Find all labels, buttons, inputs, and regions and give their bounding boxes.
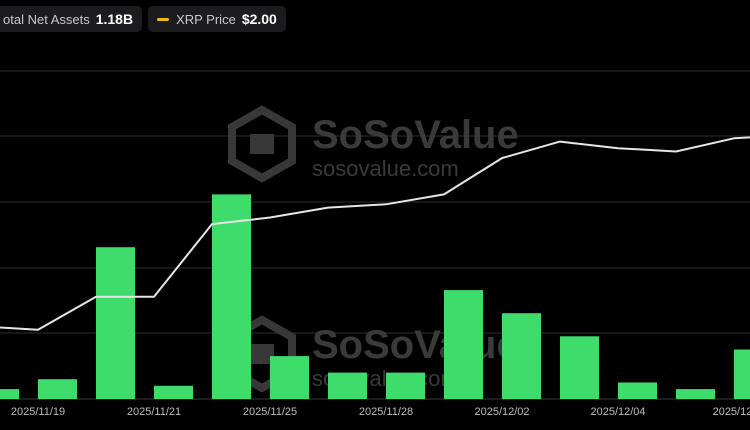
x-axis-ticks: 2025/11/19 2025/11/21 2025/11/25 2025/11/28… bbox=[11, 406, 750, 418]
watermarks: SoSoValuesosovalue.comSoSoValuesosovalue… bbox=[228, 105, 519, 393]
x-tick-label: 2025/11/19 bbox=[11, 406, 65, 418]
price-line-series bbox=[0, 136, 750, 331]
x-tick-label: 2025/11/25 bbox=[243, 406, 297, 418]
price-line bbox=[0, 136, 750, 331]
bar bbox=[444, 290, 483, 399]
watermark-brand: SoSoValue bbox=[312, 323, 519, 367]
total-net-assets-label: otal Net Assets bbox=[3, 11, 90, 27]
xrp-price-label: XRP Price bbox=[176, 11, 236, 27]
legend: otal Net Assets 1.18B XRP Price $2.00 bbox=[0, 6, 286, 32]
bar bbox=[502, 313, 541, 399]
x-tick-label: 2025/12/04 bbox=[590, 406, 645, 418]
bar bbox=[734, 349, 750, 399]
watermark-url: sosovalue.com bbox=[312, 156, 459, 181]
x-tick-label: 2025/12/ bbox=[713, 406, 750, 418]
bar bbox=[270, 356, 309, 399]
xrp-price-legend[interactable]: XRP Price $2.00 bbox=[148, 6, 286, 32]
bar bbox=[386, 372, 425, 399]
x-tick-label: 2025/11/21 bbox=[127, 406, 181, 418]
xrp-price-line-swatch-icon bbox=[157, 17, 170, 21]
bar bbox=[560, 336, 599, 399]
sosovalue-logo-icon bbox=[228, 105, 296, 183]
x-tick-label: 2025/11/28 bbox=[359, 406, 413, 418]
bar bbox=[328, 372, 367, 399]
watermark-brand: SoSoValue bbox=[312, 113, 519, 157]
xrp-price-value: $2.00 bbox=[241, 11, 277, 27]
bar bbox=[154, 385, 193, 399]
bar bbox=[676, 389, 715, 399]
bar-series bbox=[0, 194, 750, 399]
total-net-assets-value: 1.18B bbox=[95, 11, 134, 27]
x-tick-label: 2025/12/02 bbox=[474, 406, 529, 418]
bar bbox=[212, 194, 251, 399]
bar bbox=[618, 382, 657, 399]
bar bbox=[96, 247, 135, 399]
bar bbox=[0, 389, 19, 399]
bar bbox=[38, 379, 77, 399]
total-net-assets-legend[interactable]: otal Net Assets 1.18B bbox=[0, 6, 143, 32]
